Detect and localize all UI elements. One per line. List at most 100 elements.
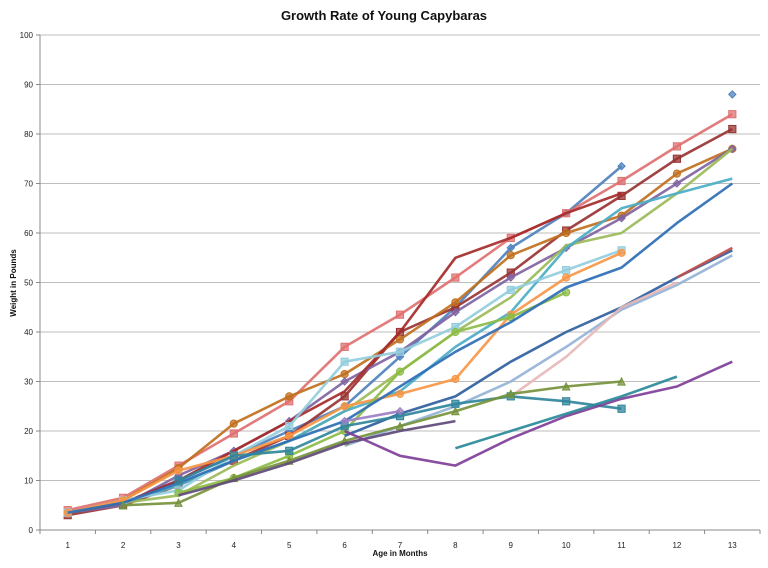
x-tick-label: 4	[232, 541, 237, 550]
data-point	[118, 500, 128, 510]
series-line	[123, 380, 622, 507]
y-tick-label: 20	[24, 427, 33, 436]
series-10	[63, 248, 626, 517]
y-tick-label: 90	[24, 81, 33, 90]
data-point	[506, 285, 515, 295]
x-tick-label: 1	[65, 541, 70, 550]
x-tick-label: 12	[672, 541, 681, 550]
x-tick-label: 10	[562, 541, 571, 550]
x-axis-label: Age in Months	[372, 549, 428, 558]
data-point	[229, 451, 238, 460]
data-point	[617, 376, 626, 386]
data-point	[451, 327, 460, 337]
data-point	[451, 273, 460, 282]
data-point	[617, 404, 626, 413]
y-tick-label: 80	[24, 130, 33, 139]
data-point	[672, 154, 682, 163]
data-point	[340, 402, 349, 411]
y-tick-label: 40	[24, 328, 33, 337]
data-point	[340, 416, 349, 426]
series-line	[344, 360, 733, 467]
data-point	[285, 446, 294, 455]
x-tick-label: 13	[728, 541, 737, 550]
data-point	[395, 367, 405, 376]
data-point	[562, 397, 571, 406]
series-3	[63, 124, 737, 520]
data-point	[395, 310, 405, 319]
series-line	[676, 246, 733, 279]
data-point	[451, 374, 460, 384]
data-point	[562, 228, 571, 238]
x-tick-label: 2	[121, 541, 126, 550]
series-line	[67, 127, 733, 517]
data-point	[340, 342, 349, 351]
y-tick-label: 0	[29, 526, 34, 535]
series-2	[63, 110, 737, 515]
series-line	[67, 192, 622, 514]
series-8	[67, 192, 622, 514]
y-tick-label: 50	[24, 279, 33, 288]
data-point	[340, 369, 349, 379]
y-tick-label: 70	[24, 180, 33, 189]
series-7	[67, 177, 733, 514]
x-tick-label: 5	[287, 541, 292, 550]
series-line	[510, 281, 678, 398]
data-point	[285, 431, 294, 441]
data-point	[728, 110, 737, 119]
data-point	[617, 213, 626, 223]
data-point	[451, 399, 460, 408]
x-tick-label: 6	[342, 541, 347, 550]
data-point	[561, 381, 571, 391]
y-tick-label: 60	[24, 229, 33, 238]
data-point	[672, 169, 682, 178]
series-line	[344, 409, 401, 423]
data-point	[562, 273, 571, 282]
data-point	[617, 161, 626, 171]
series-line	[344, 249, 733, 438]
series-line	[455, 375, 678, 450]
data-point	[285, 392, 294, 401]
x-tick-label: 7	[398, 541, 403, 550]
data-point	[506, 389, 516, 398]
data-point	[395, 347, 405, 356]
data-point	[451, 307, 460, 317]
series-13	[344, 249, 733, 438]
series-line	[178, 419, 456, 497]
data-point	[728, 124, 737, 134]
data-point	[174, 498, 183, 507]
x-tick-label: 3	[176, 541, 181, 550]
series-layer	[63, 90, 737, 520]
data-point	[617, 176, 626, 186]
data-point	[617, 248, 626, 257]
data-point	[229, 429, 238, 438]
series-22	[340, 406, 405, 426]
data-point	[340, 357, 349, 366]
data-point	[506, 273, 516, 282]
data-point	[395, 406, 405, 416]
series-15	[510, 281, 678, 398]
data-point	[395, 335, 405, 344]
data-point	[285, 421, 294, 431]
x-tick-label: 9	[509, 541, 514, 550]
series-17	[174, 392, 626, 485]
data-point	[450, 406, 460, 416]
x-tick-label: 8	[453, 541, 458, 550]
series-21	[455, 375, 678, 450]
series-20	[344, 360, 733, 467]
data-point	[672, 179, 682, 188]
series-line	[67, 177, 733, 514]
data-point	[451, 298, 460, 307]
data-point	[174, 466, 183, 475]
x-tick-label: 11	[617, 541, 626, 550]
y-tick-label: 10	[24, 477, 33, 486]
y-tick-label: 30	[24, 378, 33, 387]
y-axis-label: Weight in Pounds	[9, 249, 18, 317]
series-19	[178, 419, 456, 497]
data-point	[728, 90, 737, 99]
data-point	[395, 389, 405, 398]
data-point	[562, 266, 571, 275]
series-line	[67, 165, 623, 514]
data-point	[672, 142, 682, 151]
